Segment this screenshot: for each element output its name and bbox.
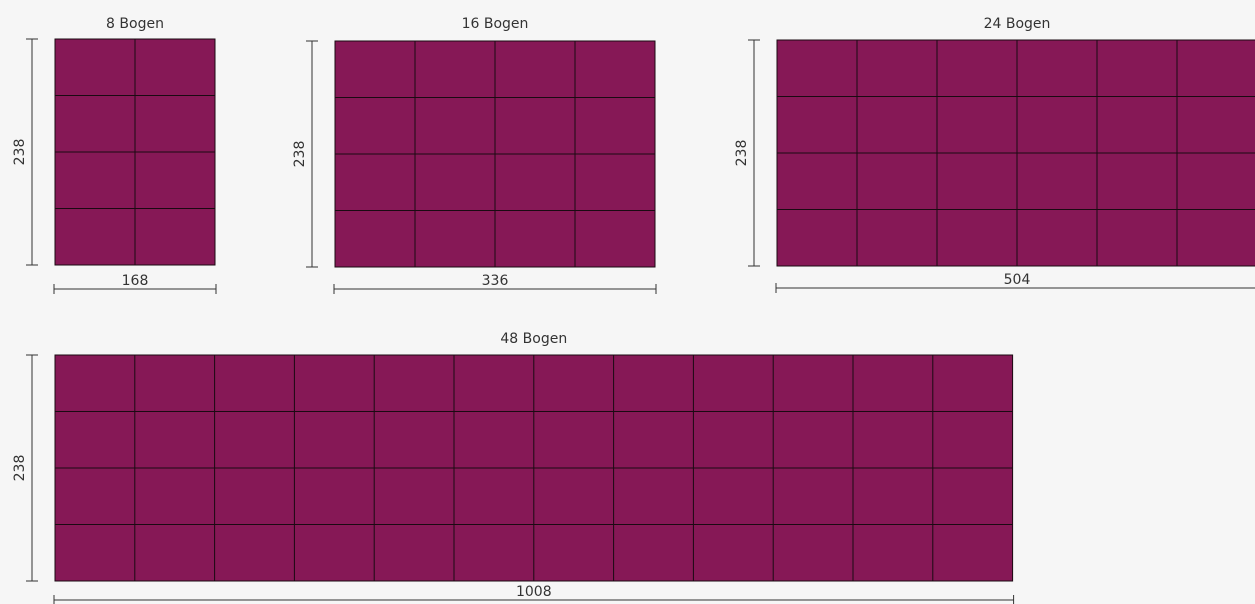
height-label: 238 xyxy=(12,455,28,482)
height-dimension: 238 xyxy=(12,38,38,266)
height-label: 238 xyxy=(12,139,28,166)
width-dimension: 336 xyxy=(333,273,657,294)
width-label: 1008 xyxy=(516,584,552,600)
height-dimension: 238 xyxy=(734,39,760,267)
panel-title: 8 Bogen xyxy=(106,16,164,32)
panel-title: 48 Bogen xyxy=(500,331,567,347)
width-dimension: 504 xyxy=(775,272,1255,293)
width-label: 504 xyxy=(1004,272,1031,288)
width-dimension: 1008 xyxy=(53,584,1015,604)
panel-title: 24 Bogen xyxy=(984,16,1051,32)
height-label: 238 xyxy=(734,140,750,167)
height-dimension: 238 xyxy=(292,40,318,268)
width-dimension: 168 xyxy=(53,273,217,294)
panel-4: 48 Bogen 238 1008 xyxy=(12,331,1015,604)
panel-1: 8 Bogen 238 168 xyxy=(12,16,217,294)
panel-2: 16 Bogen 238 336 xyxy=(292,16,657,294)
height-dimension: 238 xyxy=(12,354,38,582)
panels-layer: 8 Bogen 238 168 16 Bogen 238 336 24 Bogen 238 50… xyxy=(12,16,1255,604)
height-label: 238 xyxy=(292,141,308,168)
width-label: 336 xyxy=(482,273,509,289)
panel-3: 24 Bogen 238 504 xyxy=(734,16,1255,293)
panel-title: 16 Bogen xyxy=(462,16,529,32)
width-label: 168 xyxy=(122,273,149,289)
